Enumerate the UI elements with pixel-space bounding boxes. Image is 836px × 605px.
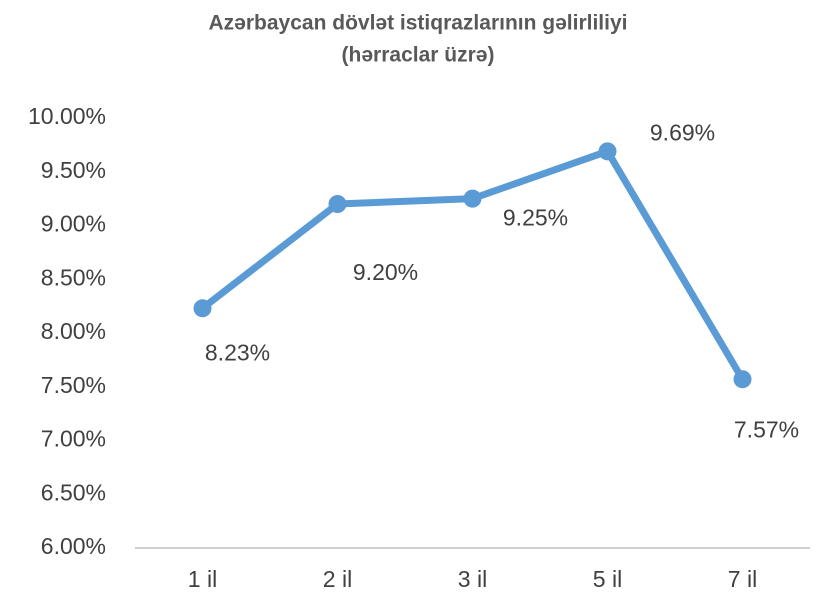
- x-tick-label: 1 il: [188, 566, 217, 592]
- y-tick-label: 7.00%: [41, 426, 106, 452]
- chart-subtitle: (hərraclar üzrə): [342, 44, 495, 67]
- marker: [328, 195, 347, 213]
- y-tick-label: 8.00%: [41, 318, 106, 344]
- data-label: 8.23%: [205, 339, 270, 365]
- y-tick-label: 7.50%: [41, 372, 106, 398]
- marker: [598, 142, 617, 161]
- marker: [463, 189, 482, 208]
- y-tick-label: 6.50%: [41, 479, 106, 505]
- data-label: 9.69%: [650, 119, 715, 145]
- y-tick-label: 6.00%: [41, 533, 106, 559]
- x-tick-label: 7 il: [728, 566, 757, 592]
- x-tick-label: 5 il: [593, 566, 622, 592]
- chart-title: Azərbaycan dövlət istiqrazlarının gəlirl…: [209, 12, 628, 35]
- y-tick-label: 8.50%: [41, 264, 106, 290]
- data-label: 9.20%: [353, 259, 418, 285]
- data-label: 7.57%: [734, 416, 799, 442]
- y-tick-label: 9.50%: [41, 157, 106, 183]
- y-tick-label: 10.00%: [28, 103, 106, 129]
- data-label: 9.25%: [503, 205, 568, 231]
- x-tick-label: 2 il: [323, 566, 352, 592]
- marker: [733, 370, 752, 389]
- y-tick-label: 9.00%: [41, 211, 106, 237]
- x-tick-label: 3 il: [458, 566, 487, 592]
- marker: [193, 299, 212, 318]
- line: [200, 147, 746, 382]
